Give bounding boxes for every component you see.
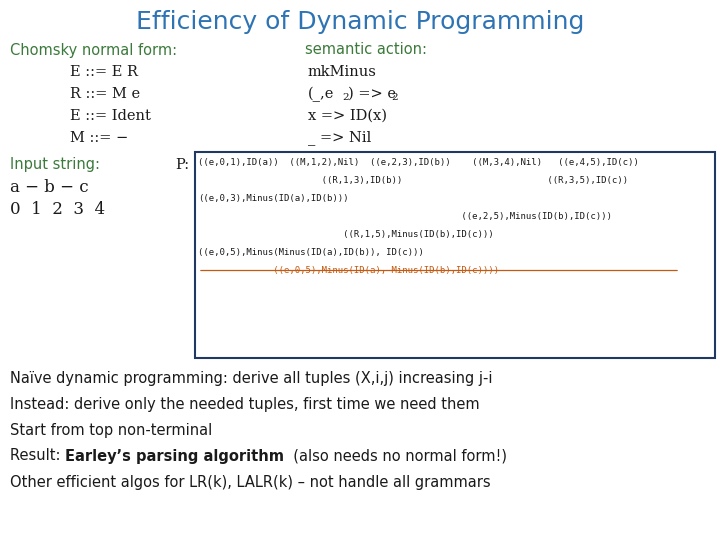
Text: Instead: derive only the needed tuples, first time we need them: Instead: derive only the needed tuples, … (10, 396, 480, 411)
Text: E ::= Ident: E ::= Ident (70, 109, 151, 123)
FancyBboxPatch shape (195, 152, 715, 358)
Text: E ::= E R: E ::= E R (70, 65, 138, 79)
Text: 0  1  2  3  4: 0 1 2 3 4 (10, 200, 105, 218)
Text: semantic action:: semantic action: (305, 43, 427, 57)
Text: 2: 2 (342, 93, 348, 103)
Text: ((e,0,3),Minus(ID(a),ID(b))): ((e,0,3),Minus(ID(a),ID(b))) (198, 193, 348, 202)
Text: a − b − c: a − b − c (10, 179, 89, 195)
Text: Chomsky normal form:: Chomsky normal form: (10, 43, 177, 57)
Text: ) => e: ) => e (348, 87, 396, 101)
Text: ((e,0,5),Minus(Minus(ID(a),ID(b)), ID(c))): ((e,0,5),Minus(Minus(ID(a),ID(b)), ID(c)… (198, 247, 424, 256)
Text: Naïve dynamic programming: derive all tuples (X,i,j) increasing j-i: Naïve dynamic programming: derive all tu… (10, 370, 492, 386)
Text: Result:: Result: (10, 449, 65, 463)
Text: Start from top non-terminal: Start from top non-terminal (10, 422, 212, 437)
Text: Earley’s parsing algorithm: Earley’s parsing algorithm (65, 449, 284, 463)
Text: ((R,1,5),Minus(ID(b),ID(c))): ((R,1,5),Minus(ID(b),ID(c))) (198, 230, 494, 239)
Text: Efficiency of Dynamic Programming: Efficiency of Dynamic Programming (136, 10, 584, 34)
Text: (_,e: (_,e (308, 86, 334, 102)
Text: ((e,0,5),Minus(ID(a), Minus(ID(b),ID(c)))): ((e,0,5),Minus(ID(a), Minus(ID(b),ID(c))… (198, 266, 499, 274)
Text: R ::= M e: R ::= M e (70, 87, 140, 101)
Text: Input string:: Input string: (10, 158, 100, 172)
Text: _ => Nil: _ => Nil (308, 131, 372, 145)
Text: Other efficient algos for LR(k), LALR(k) – not handle all grammars: Other efficient algos for LR(k), LALR(k)… (10, 475, 490, 489)
Text: ((e,0,1),ID(a))  ((M,1,2),Nil)  ((e,2,3),ID(b))    ((M,3,4),Nil)   ((e,4,5),ID(c: ((e,0,1),ID(a)) ((M,1,2),Nil) ((e,2,3),I… (198, 158, 639, 166)
Text: ((e,2,5),Minus(ID(b),ID(c))): ((e,2,5),Minus(ID(b),ID(c))) (198, 212, 612, 220)
Text: 2: 2 (391, 93, 397, 103)
Text: (also needs no normal form!): (also needs no normal form!) (284, 449, 507, 463)
Text: mkMinus: mkMinus (308, 65, 377, 79)
Text: ((R,1,3),ID(b))                           ((R,3,5),ID(c)): ((R,1,3),ID(b)) ((R,3,5),ID(c)) (198, 176, 628, 185)
Text: x => ID(x): x => ID(x) (308, 109, 387, 123)
Text: P:: P: (175, 158, 189, 172)
Text: M ::= −: M ::= − (70, 131, 128, 145)
